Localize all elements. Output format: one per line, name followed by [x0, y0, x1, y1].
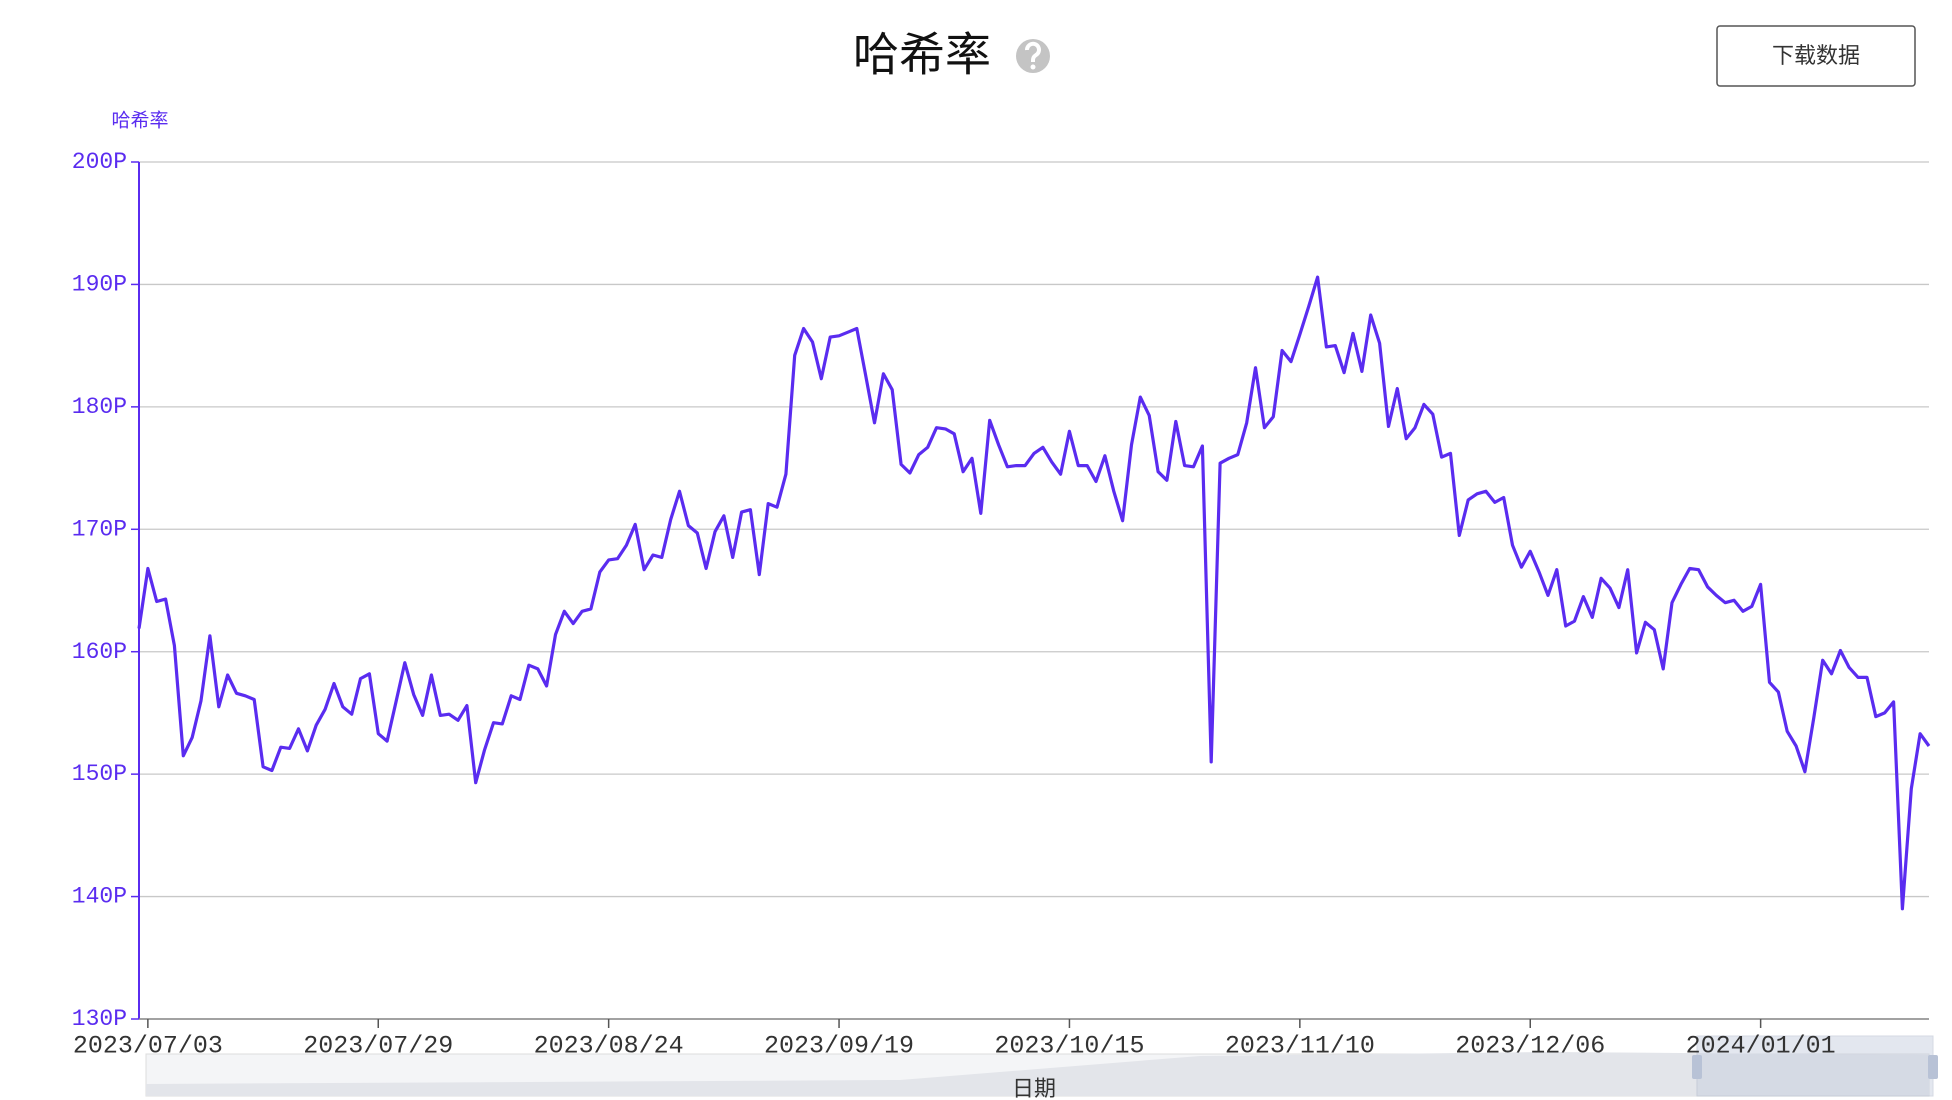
y-tick-label: 190P — [72, 272, 127, 298]
line-series — [137, 275, 1931, 911]
y-tick-label: 180P — [72, 394, 127, 420]
y-axis-label: 哈希率 — [111, 110, 168, 132]
y-tick-label: 200P — [72, 149, 127, 175]
x-tick-label: 2023/11/10 — [1225, 1032, 1375, 1061]
y-tick-label: 150P — [72, 761, 127, 787]
x-tick-label: 2024/01/01 — [1686, 1032, 1836, 1061]
chart-title: 哈希率 — [853, 28, 991, 82]
x-tick-label: 2023/09/19 — [764, 1032, 914, 1061]
y-tick-label: 160P — [72, 639, 127, 665]
y-tick-label: 140P — [72, 884, 127, 910]
range-slider[interactable] — [145, 1035, 1938, 1097]
x-tick-label: 2023/07/03 — [73, 1032, 223, 1061]
x-tick-label: 2023/10/15 — [994, 1032, 1144, 1061]
download-button[interactable]: 下载数据 — [1716, 25, 1916, 87]
x-tick-label: 2023/08/24 — [534, 1032, 684, 1061]
x-axis-label: 日期 — [1012, 1077, 1056, 1100]
help-icon[interactable] — [1016, 39, 1050, 73]
button-label[interactable]: 下载数据 — [1772, 44, 1860, 69]
x-tick-label: 2023/12/06 — [1455, 1032, 1605, 1061]
x-tick-label: 2023/07/29 — [303, 1032, 453, 1061]
y-tick-label: 130P — [72, 1006, 127, 1032]
y-tick-label: 170P — [72, 516, 127, 542]
